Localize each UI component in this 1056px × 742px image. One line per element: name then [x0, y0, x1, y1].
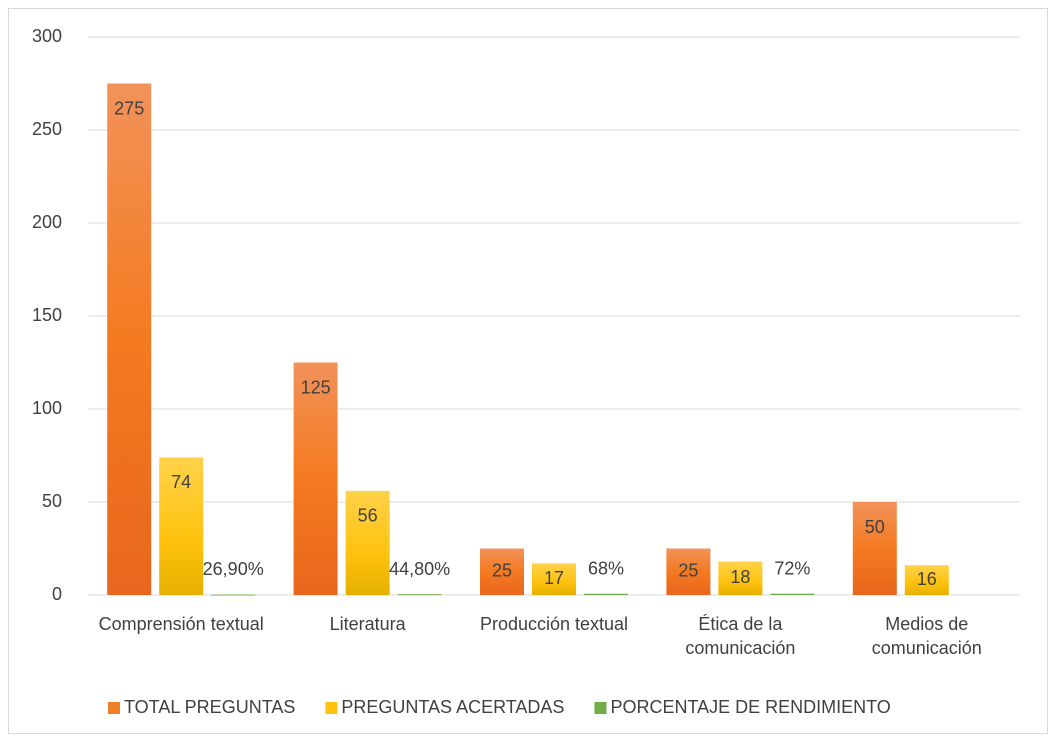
bar — [293, 362, 338, 595]
y-tick-label: 50 — [42, 491, 62, 511]
legend-swatch — [108, 702, 120, 714]
data-label: 17 — [544, 568, 564, 588]
y-tick-label: 0 — [52, 584, 62, 604]
data-label: 16 — [917, 569, 937, 589]
x-tick-label: Medios de comunicación — [871, 614, 982, 658]
bar — [159, 457, 204, 595]
bar — [480, 548, 524, 595]
data-label: 72% — [774, 558, 810, 578]
x-tick-label: Ética de la comunicación — [685, 614, 796, 658]
bar — [718, 561, 763, 595]
data-label: 26,90% — [203, 559, 264, 579]
legend-label: TOTAL PREGUNTAS — [124, 697, 295, 717]
data-label: 275 — [114, 98, 144, 118]
legend-swatch — [325, 702, 338, 714]
y-tick-label: 250 — [32, 119, 62, 139]
y-tick-label: 100 — [32, 398, 62, 418]
bar — [397, 594, 442, 596]
y-tick-label: 300 — [32, 26, 62, 46]
bar — [770, 593, 815, 595]
x-tick-label: Producción textual — [479, 614, 629, 634]
y-tick-label: 150 — [32, 305, 62, 325]
bar — [107, 83, 152, 595]
bar — [345, 490, 390, 595]
bar — [584, 593, 628, 595]
data-label: 125 — [301, 377, 331, 397]
legend-label: PREGUNTAS ACERTADAS — [341, 697, 564, 717]
data-label: 50 — [865, 517, 885, 537]
bar — [852, 502, 897, 595]
data-label: 74 — [171, 472, 191, 492]
bar — [532, 563, 576, 595]
x-tick-label: Comprensión textual — [98, 614, 264, 634]
data-label: 18 — [730, 567, 750, 587]
bar — [211, 594, 256, 596]
data-label: 25 — [492, 561, 512, 581]
y-tick-label: 200 — [32, 212, 62, 232]
legend-label: PORCENTAJE DE RENDIMIENTO — [610, 697, 890, 717]
bar — [666, 548, 711, 595]
data-label: 56 — [358, 506, 378, 526]
chart-border — [8, 8, 1048, 734]
data-label: 68% — [588, 558, 624, 578]
data-label: 25 — [678, 561, 698, 581]
legend-swatch — [594, 702, 607, 714]
data-label: 44,80% — [389, 559, 450, 579]
bar — [904, 565, 949, 595]
x-tick-label: Literatura — [329, 614, 406, 634]
